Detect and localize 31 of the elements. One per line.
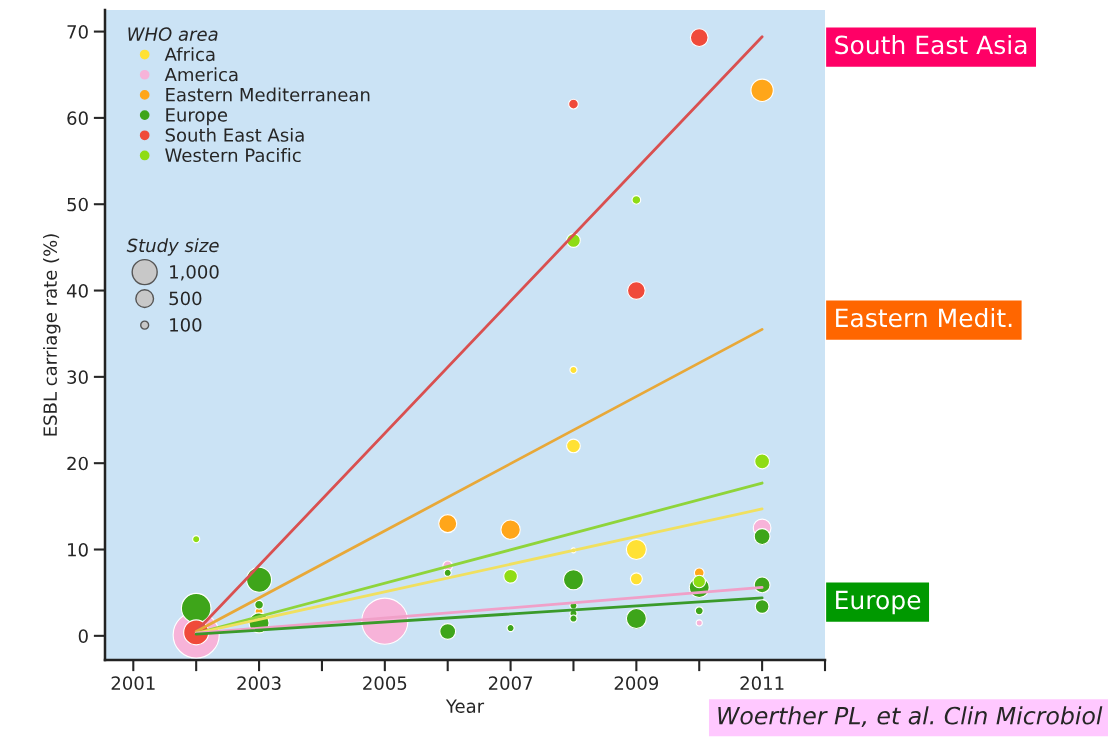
legend-label: Western Pacific (165, 148, 301, 163)
legend-label: Eastern Mediterranean (166, 87, 370, 102)
text: South East Asia (835, 34, 1027, 55)
y-tick-label: 40 (66, 284, 88, 298)
y-tick-label: 50 (67, 197, 88, 212)
y-axis-title: ESBL carriage rate (%) (43, 234, 61, 436)
x-tick-label: 2003 (237, 676, 281, 690)
legend-label: America (164, 67, 238, 82)
x-tick-label: 2009 (614, 676, 659, 690)
legend-label: Africa (164, 47, 215, 62)
text: Woerther PL, et al. Clin Microbiol (718, 706, 1103, 727)
text: Europe (836, 590, 921, 615)
y-tick-label: 0 (78, 629, 88, 643)
y-tick-label: 10 (68, 542, 88, 557)
x-axis-title: Year (445, 699, 485, 713)
y-tick-label: 20 (67, 456, 88, 471)
text: Eastern Medit. (836, 307, 1012, 328)
legend-title: WHO area (128, 27, 218, 41)
legend-label: 100 (170, 318, 202, 332)
legend-label: 500 (169, 291, 202, 306)
x-tick-label: 2007 (488, 676, 533, 690)
y-tick-label: 30 (67, 370, 88, 384)
legend-label: Europe (166, 108, 228, 126)
legend-label: 1,000 (170, 265, 219, 281)
x-tick-label: 2011 (740, 676, 784, 690)
x-tick-label: 2001 (111, 676, 155, 690)
y-tick-label: 60 (67, 111, 88, 126)
y-tick-label: 70 (67, 25, 88, 39)
annotation: Study size (126, 238, 219, 256)
x-tick-label: 2005 (363, 676, 407, 690)
legend-label: South East Asia (165, 127, 304, 142)
